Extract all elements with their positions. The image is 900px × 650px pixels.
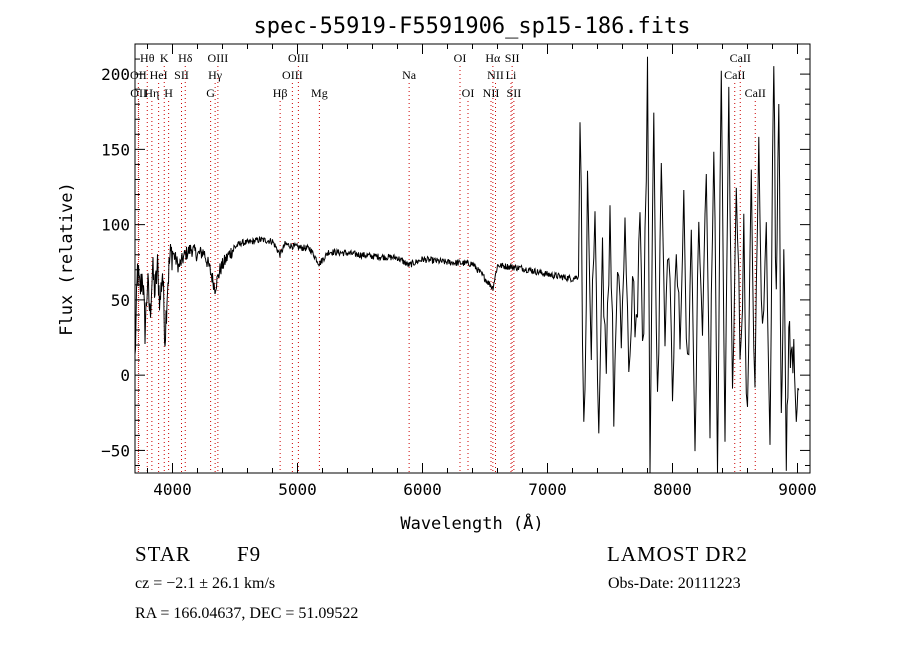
- spectral-line-label: Li: [506, 68, 517, 82]
- spectrum-line: [134, 56, 800, 474]
- spectral-line-label: Mg: [311, 86, 328, 100]
- spectral-line-label: OI: [462, 86, 475, 100]
- chart-title: spec-55919-F5591906_sp15-186.fits: [253, 14, 690, 39]
- y-tick-label: 100: [101, 216, 130, 235]
- spectral-line-label: Hθ: [140, 51, 155, 65]
- spectral-line-label: OII: [130, 68, 147, 82]
- spectral-line-label: CaII: [730, 51, 751, 65]
- spectral-line-label: Hβ: [273, 86, 288, 100]
- observation-date: Obs-Date: 20111223: [608, 575, 741, 592]
- x-tick-label: 5000: [278, 480, 317, 499]
- spectral-line-label: Hα: [485, 51, 501, 65]
- spectral-line-label: SII: [505, 51, 520, 65]
- spectral-line-label: OII: [130, 86, 147, 100]
- y-tick-label: 200: [101, 65, 130, 84]
- y-tick-label: 50: [111, 291, 130, 310]
- y-axis-label: Flux (relative): [57, 182, 77, 336]
- spectral-line-label: OIII: [288, 51, 309, 65]
- spectral-line-label: H: [164, 86, 173, 100]
- object-class: STAR: [135, 542, 191, 566]
- y-tick-label: 0: [120, 366, 130, 385]
- x-tick-label: 6000: [403, 480, 442, 499]
- x-tick-label: 7000: [528, 480, 567, 499]
- line-label-group: Hθ K Hδ OIII OIII OI Hα SII CaII OII HeI SII Hγ OIII N…: [130, 51, 766, 100]
- x-tick-label: 4000: [153, 480, 192, 499]
- spectral-line-label: CaII: [745, 86, 766, 100]
- spectral-line-label: Hγ: [208, 68, 223, 82]
- redshift-velocity: cz = −2.1 ± 26.1 km/s: [135, 575, 276, 592]
- spectral-line-label: G: [206, 86, 215, 100]
- x-tick-label: 8000: [653, 480, 692, 499]
- x-axis: 4000 5000 6000 7000 8000 9000: [147, 44, 817, 499]
- x-tick-label: 9000: [778, 480, 817, 499]
- spectral-line-label: SII: [174, 68, 189, 82]
- spectral-line-label: Na: [402, 68, 417, 82]
- spectral-line-label: HeI: [150, 68, 168, 82]
- spectral-line-label: Hδ: [178, 51, 193, 65]
- spectral-line-label: SII: [507, 86, 522, 100]
- spectral-line-label: NII: [483, 86, 500, 100]
- sky-coordinates: RA = 166.04637, DEC = 51.09522: [135, 605, 359, 622]
- y-axis: −50 0 50 100 150 200: [101, 43, 810, 466]
- spectral-line-label: K: [160, 51, 169, 65]
- spectral-line-label: OIII: [208, 51, 229, 65]
- spectral-line-label: NII: [487, 68, 504, 82]
- plot-frame: [134, 43, 811, 474]
- object-subclass: F9: [237, 542, 262, 566]
- spectral-line-label: CaII: [724, 68, 745, 82]
- spectral-line-label: Hη: [144, 86, 159, 100]
- survey-name: LAMOST DR2: [607, 542, 748, 566]
- y-tick-label: −50: [101, 441, 130, 460]
- line-marker-group: [137, 66, 756, 473]
- spectral-line-label: OI: [454, 51, 467, 65]
- spectral-line-label: OIII: [282, 68, 303, 82]
- x-axis-label: Wavelength (Å): [400, 512, 543, 534]
- y-tick-label: 150: [101, 140, 130, 159]
